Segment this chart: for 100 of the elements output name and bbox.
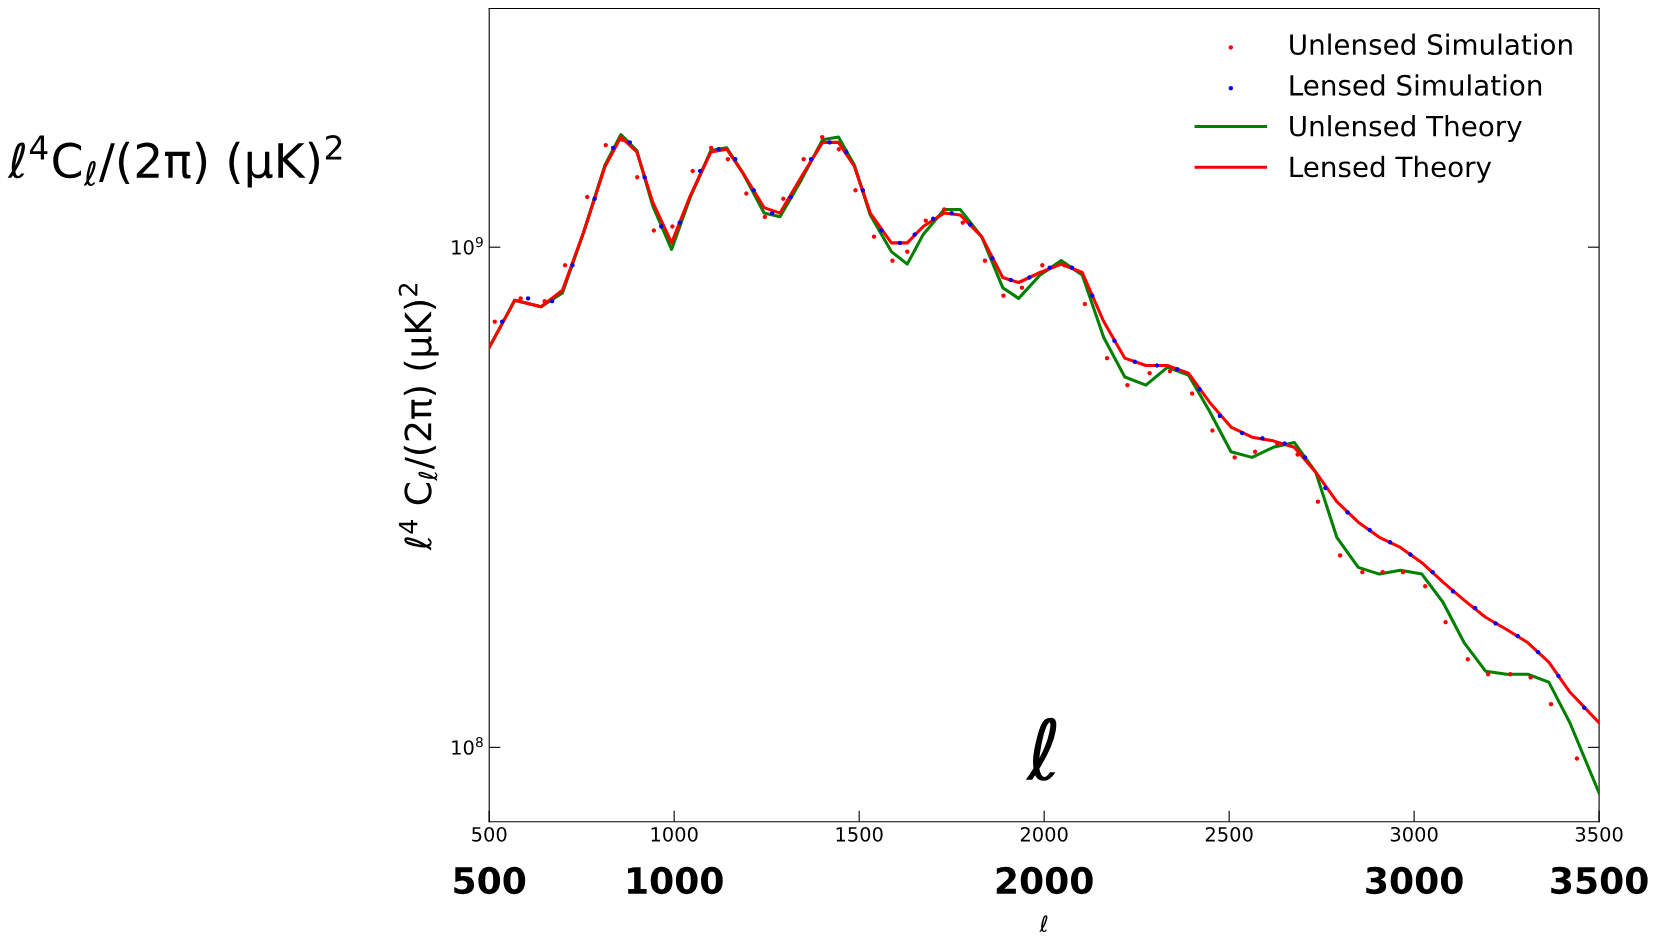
point (1132, 359, 1137, 364)
y-tick-label: 10$^{8}$ (452, 737, 483, 755)
point (1239, 430, 1245, 436)
point (1450, 589, 1456, 594)
point (620, 137, 625, 142)
point (1508, 672, 1513, 677)
point (709, 145, 714, 151)
point (1472, 605, 1478, 611)
legend-label: Unlensed Theory (1290, 115, 1522, 142)
point (492, 319, 497, 324)
point (1295, 452, 1300, 457)
point (562, 263, 568, 268)
point (1069, 265, 1075, 270)
legend-label: Lensed Theory (1290, 155, 1492, 183)
point (1217, 413, 1223, 419)
point (1125, 382, 1130, 388)
point (1027, 275, 1032, 280)
x2-tick-label: 2000 (996, 866, 1093, 895)
point (1387, 540, 1393, 545)
point (1443, 619, 1448, 625)
point (499, 319, 505, 324)
point (923, 218, 928, 223)
point (1535, 649, 1541, 655)
point (518, 296, 523, 301)
point (744, 191, 749, 196)
point (1465, 657, 1470, 662)
point (827, 140, 832, 145)
point (570, 263, 575, 268)
point (949, 210, 954, 216)
point (525, 296, 531, 301)
point (930, 216, 936, 221)
point (1147, 370, 1152, 376)
point (1252, 449, 1258, 454)
point (1337, 553, 1343, 558)
point (1345, 510, 1350, 515)
point (697, 168, 703, 174)
point (982, 258, 988, 263)
text: ℓ$^{4}$C$_{ℓ}$/(2π) (μK)$^{2}$ (7, 135, 342, 188)
point (1189, 391, 1195, 396)
point (781, 196, 786, 201)
point (610, 145, 616, 151)
point (960, 220, 965, 225)
point (808, 156, 814, 162)
point (801, 156, 806, 162)
point (967, 222, 973, 227)
x-tick-label: 1500 (836, 826, 883, 842)
legend-label: Lensed Simulation (1290, 74, 1542, 96)
point (770, 210, 775, 216)
point (1423, 584, 1428, 589)
point (942, 207, 947, 212)
point (860, 188, 866, 193)
point (1323, 485, 1328, 491)
x2-tick-label: 500 (454, 866, 526, 895)
point (1197, 387, 1202, 392)
x-tick-label: 2500 (1205, 826, 1253, 842)
x-tick-label: 2000 (1020, 826, 1068, 842)
y-tick-label: 10$^{9}$ (452, 236, 483, 255)
x2-tick-label: 1000 (628, 866, 723, 895)
point (716, 147, 721, 152)
point (1367, 527, 1372, 533)
point (1112, 338, 1117, 343)
point (1082, 301, 1088, 307)
point (1104, 355, 1110, 361)
point (1493, 621, 1498, 626)
point (1485, 672, 1491, 677)
x2-tick-label: 3000 (1366, 866, 1463, 895)
point (1302, 455, 1308, 460)
point (1282, 441, 1287, 446)
legend-label: Unlensed Simulation (1290, 33, 1572, 56)
point (725, 156, 731, 162)
point (1175, 367, 1180, 372)
point (627, 140, 632, 145)
point (677, 220, 682, 225)
point (1232, 455, 1237, 460)
x2-tick-label: 3500 (1551, 866, 1648, 895)
point (733, 156, 738, 162)
point (871, 234, 877, 239)
point (1019, 285, 1025, 290)
point (1408, 552, 1413, 557)
point (1047, 265, 1052, 270)
annotation: ℓ (1025, 717, 1057, 781)
point (592, 196, 597, 201)
point (990, 256, 995, 261)
x-tick-label: 3500 (1575, 826, 1623, 842)
point (1400, 569, 1406, 575)
x-tick-label: 1000 (651, 826, 698, 842)
point (1430, 569, 1435, 575)
point (659, 224, 664, 229)
point (1548, 701, 1554, 707)
point (836, 147, 842, 152)
point (751, 188, 756, 193)
point (788, 194, 793, 200)
point (762, 214, 768, 220)
point (1315, 499, 1321, 504)
point (912, 232, 917, 237)
point (1008, 277, 1014, 283)
point (1582, 705, 1587, 710)
point (542, 298, 547, 304)
point (585, 194, 590, 200)
point (1154, 363, 1160, 368)
